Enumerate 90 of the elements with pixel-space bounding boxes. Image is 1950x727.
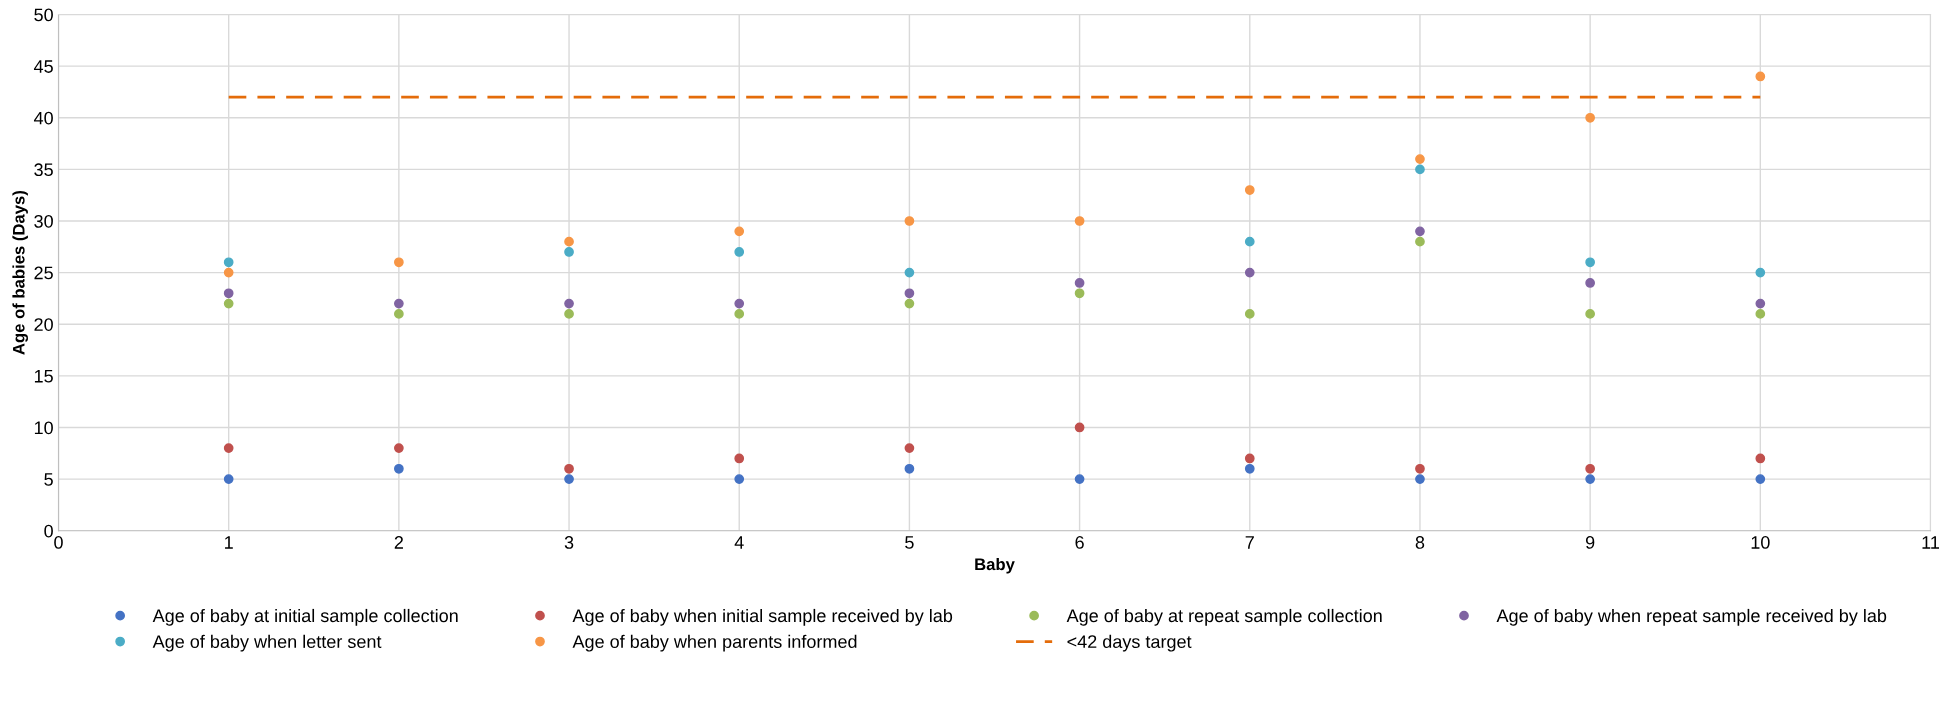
y-tick-label: 50 bbox=[34, 8, 53, 22]
x-tick-label: 0 bbox=[54, 536, 63, 549]
point bbox=[223, 443, 234, 453]
x-tick-label: 5 bbox=[905, 536, 914, 549]
point bbox=[1755, 267, 1766, 278]
point bbox=[1755, 309, 1766, 319]
point bbox=[904, 267, 915, 278]
point bbox=[734, 298, 745, 309]
point bbox=[1415, 474, 1425, 484]
point bbox=[734, 453, 745, 464]
point bbox=[734, 226, 745, 237]
point bbox=[223, 267, 234, 278]
point bbox=[223, 298, 234, 309]
y-tick-label: 25 bbox=[34, 266, 53, 280]
point bbox=[1244, 309, 1255, 319]
point bbox=[734, 247, 745, 257]
legend-label: Age of baby when parents informed bbox=[572, 634, 857, 652]
point bbox=[1415, 463, 1425, 474]
point bbox=[394, 257, 404, 268]
y-tick-label: 15 bbox=[34, 369, 53, 383]
point bbox=[1755, 71, 1766, 82]
point bbox=[1585, 309, 1596, 319]
point bbox=[1415, 226, 1425, 237]
point bbox=[1585, 463, 1596, 474]
point bbox=[734, 309, 745, 319]
point bbox=[1585, 278, 1596, 288]
point bbox=[1585, 257, 1596, 268]
point bbox=[564, 236, 574, 247]
y-tick-label: 0 bbox=[44, 524, 53, 538]
point bbox=[1244, 453, 1255, 464]
legend-label: Age of baby when letter sent bbox=[152, 634, 382, 652]
point bbox=[564, 474, 574, 484]
x-tick-label: 2 bbox=[394, 536, 403, 549]
y-axis-title: Age of babies (Days) bbox=[12, 191, 28, 355]
point bbox=[223, 288, 234, 299]
y-tick-label: 35 bbox=[34, 163, 53, 177]
y-tick-label: 20 bbox=[34, 318, 53, 331]
point bbox=[1074, 216, 1085, 226]
legend-label: Age of baby at initial sample collection bbox=[152, 608, 458, 626]
point bbox=[1244, 185, 1255, 195]
point bbox=[394, 463, 404, 474]
legend-label: Age of baby when repeat sample received by lab bbox=[1496, 608, 1887, 626]
point bbox=[1585, 112, 1596, 123]
point bbox=[394, 443, 404, 453]
point bbox=[1074, 288, 1085, 299]
x-axis-title: Baby bbox=[975, 557, 1015, 574]
point bbox=[1074, 474, 1085, 484]
point bbox=[1755, 298, 1766, 309]
x-tick-label: 8 bbox=[1415, 536, 1425, 549]
point bbox=[1755, 453, 1766, 464]
point bbox=[734, 474, 745, 484]
legend-label: Age of baby when initial sample received by lab bbox=[572, 608, 953, 626]
x-tick-label: 3 bbox=[564, 536, 574, 549]
point bbox=[1244, 463, 1255, 474]
point bbox=[1755, 474, 1766, 484]
point bbox=[904, 288, 915, 299]
point bbox=[394, 309, 404, 319]
point bbox=[564, 463, 574, 474]
x-tick-label: 1 bbox=[225, 536, 233, 549]
point bbox=[394, 298, 404, 309]
point bbox=[564, 247, 574, 257]
y-tick-label: 45 bbox=[33, 60, 53, 73]
point bbox=[1415, 236, 1425, 247]
point bbox=[223, 257, 234, 268]
y-tick-label: 30 bbox=[34, 214, 53, 228]
x-tick-label: 6 bbox=[1075, 536, 1084, 549]
point bbox=[1415, 154, 1425, 164]
point bbox=[1074, 422, 1085, 433]
point bbox=[1244, 236, 1255, 247]
legend-label: <42 days target bbox=[1067, 634, 1192, 652]
x-tick-label: 10 bbox=[1751, 536, 1770, 549]
point bbox=[904, 443, 915, 453]
point bbox=[1074, 278, 1085, 288]
y-tick-label: 10 bbox=[34, 421, 53, 435]
point bbox=[1244, 267, 1255, 278]
x-tick-label: 11 bbox=[1922, 536, 1939, 549]
legend-label: Age of baby at repeat sample collection bbox=[1066, 608, 1382, 626]
point bbox=[1415, 164, 1425, 175]
y-tick-label: 40 bbox=[33, 111, 53, 125]
point bbox=[564, 309, 574, 319]
point bbox=[1585, 474, 1596, 484]
y-tick-label: 5 bbox=[44, 473, 53, 486]
point bbox=[223, 474, 234, 484]
x-tick-label: 7 bbox=[1245, 536, 1254, 549]
point bbox=[904, 463, 915, 474]
point bbox=[564, 298, 574, 309]
point bbox=[904, 216, 915, 226]
x-tick-label: 9 bbox=[1585, 536, 1595, 549]
point bbox=[904, 298, 915, 309]
x-tick-label: 4 bbox=[734, 536, 744, 549]
